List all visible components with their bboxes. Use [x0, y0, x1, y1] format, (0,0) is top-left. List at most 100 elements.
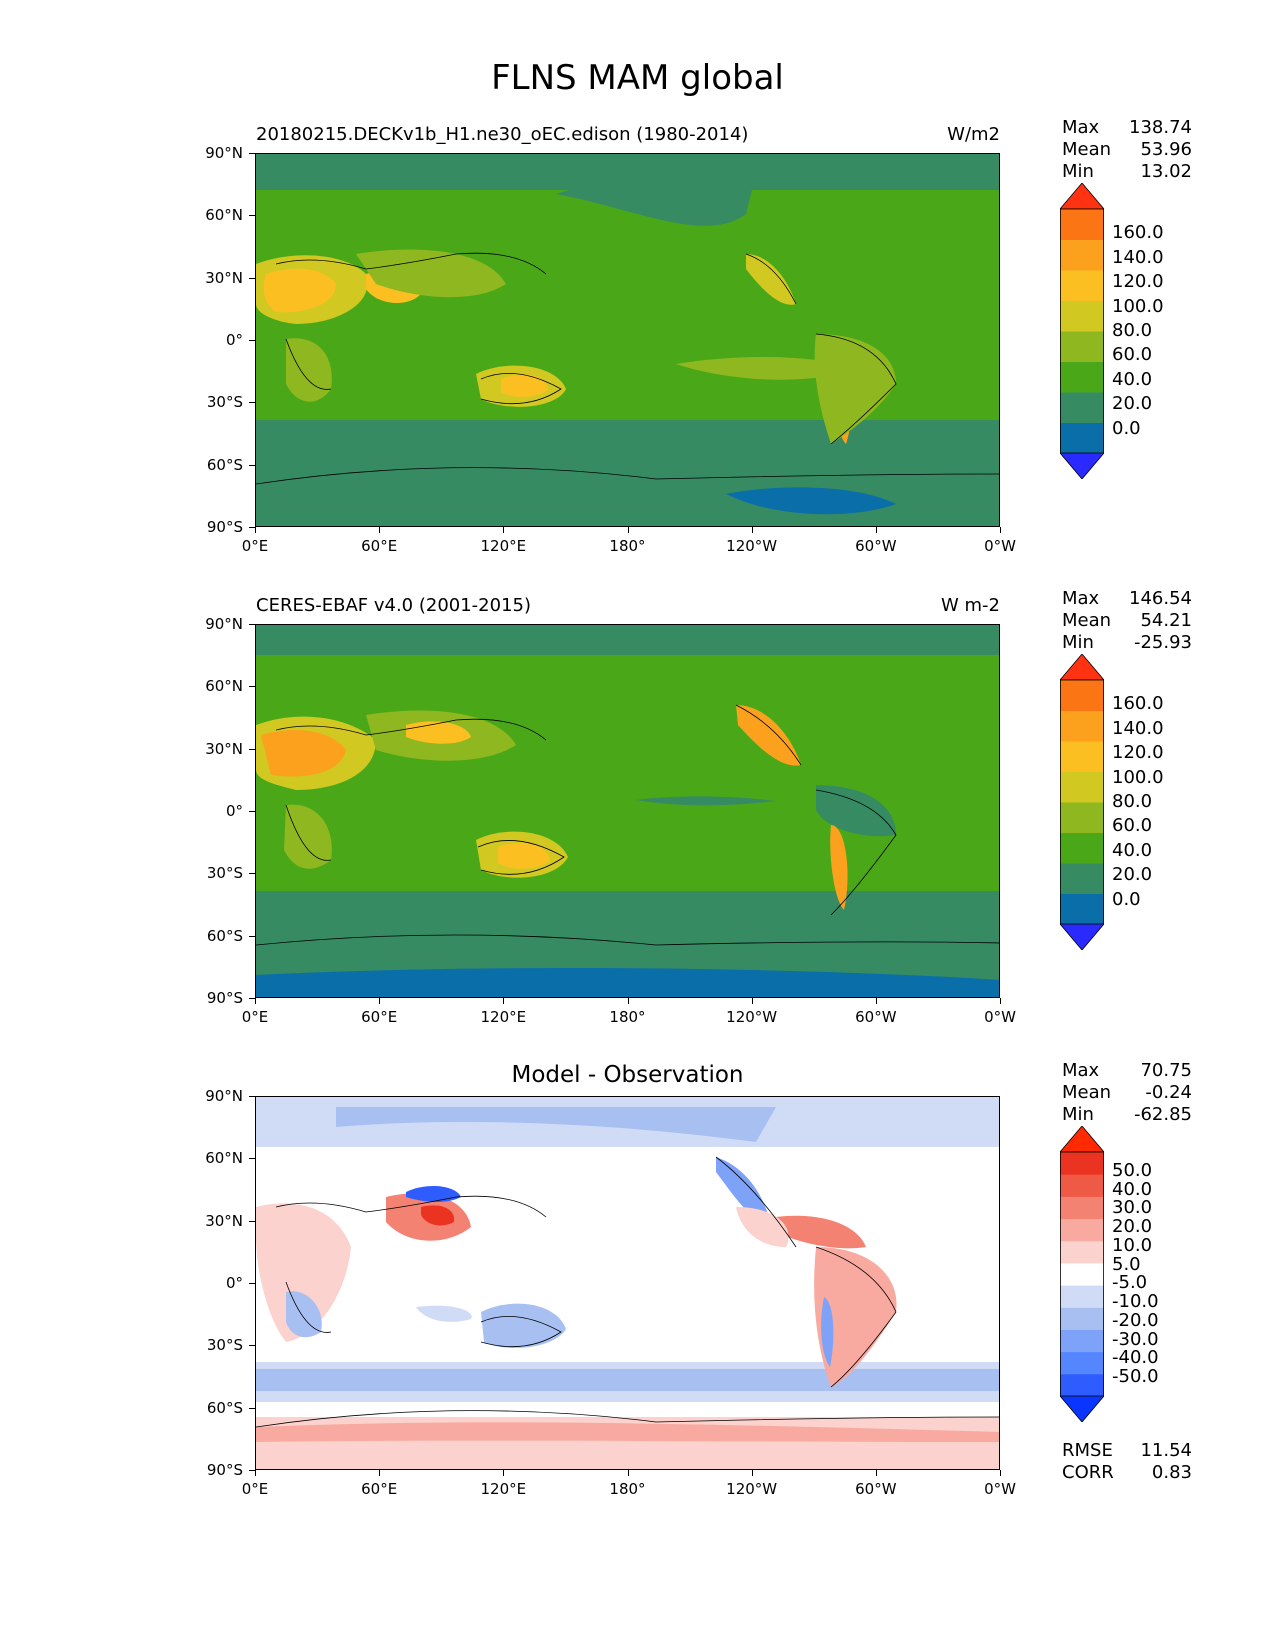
colorbar-label: 60.0 [1112, 344, 1153, 366]
stat-label: Mean [1062, 610, 1112, 631]
colorbar-segment [1060, 1262, 1104, 1286]
y-tick-label: 90°N [205, 615, 243, 633]
stat-row: Min -25.93 [1062, 632, 1192, 654]
observation-map [255, 624, 1000, 998]
colorbar-extend-high [1060, 1126, 1104, 1153]
southern-ocean-band [256, 420, 999, 480]
x-tick-mark [503, 998, 505, 1004]
panel-center-title: Model - Observation [511, 1062, 744, 1088]
x-tick-label: 60°W [855, 1008, 897, 1026]
y-tick-label: 60°N [205, 1149, 243, 1168]
sahara-core [263, 268, 336, 313]
observation-field-map [256, 625, 999, 997]
colorbar-label: 20.0 [1112, 864, 1153, 886]
tibet-zone [406, 1185, 461, 1202]
colorbar-segment [1060, 1329, 1104, 1353]
y-tick-label: 60°S [206, 1398, 243, 1417]
stat-value: 70.75 [1140, 1060, 1192, 1081]
x-tick-label: 120°W [726, 537, 778, 555]
stat-label: Max [1062, 117, 1100, 138]
colorbar-label: -20.0 [1112, 1309, 1159, 1331]
y-tick-label: 90°S [206, 518, 243, 536]
colorbar-segment [1060, 771, 1104, 803]
antarctic-deep [256, 968, 999, 997]
colorbar-label: 140.0 [1112, 246, 1164, 268]
southern-ocean-band [256, 891, 999, 951]
x-tick-mark [627, 1470, 629, 1476]
stat-value: -0.24 [1145, 1082, 1192, 1103]
difference-field-map [256, 1097, 999, 1469]
x-tick-mark [875, 1470, 877, 1476]
arctic-core [336, 1107, 776, 1142]
y-tick-mark [249, 811, 255, 812]
colorbar-label: 120.0 [1112, 742, 1164, 764]
east-pacific-band [636, 796, 776, 806]
x-tick-mark [1000, 998, 1001, 1004]
coastlines [256, 1156, 999, 1428]
south-america-zone [814, 334, 896, 444]
y-tick-mark [249, 527, 255, 528]
y-tick-mark [249, 402, 255, 404]
x-tick-mark [1000, 527, 1001, 533]
x-tick-label: 0°W [984, 1008, 1016, 1026]
colorbar-label: 40.0 [1112, 1178, 1153, 1200]
stat-row: Max 138.74 [1062, 117, 1192, 139]
north-pacific-zone [556, 172, 756, 226]
east-pacific-band [676, 357, 856, 380]
x-tick-label: 120°W [726, 1480, 778, 1498]
y-tick-label: 90°S [206, 989, 243, 1007]
colorbar-label: 120.0 [1112, 271, 1164, 293]
colorbar-label: 30.0 [1112, 1197, 1153, 1219]
andes-zone [830, 825, 848, 910]
colorbar-segment [1060, 361, 1104, 393]
stat-row: Min -62.85 [1062, 1104, 1192, 1126]
mexico-zone [736, 705, 801, 766]
panel-subtitle: 20180215.DECKv1b_H1.ne30_oEC.edison (198… [256, 124, 749, 145]
y-tick-mark [249, 277, 255, 279]
x-tick-label: 60°E [361, 1008, 398, 1026]
x-tick-label: 180° [609, 1480, 646, 1498]
x-tick-mark [379, 998, 381, 1004]
y-tick-label: 30°S [206, 393, 243, 412]
x-tick-label: 120°E [480, 537, 527, 555]
colorbar-label: 100.0 [1112, 295, 1164, 317]
observation-panel: CERES-EBAF v4.0 (2001-2015) W m-2 Max 146… [0, 0, 1275, 1026]
stat-value: 13.02 [1140, 161, 1192, 182]
x-tick-label: 60°W [855, 1480, 897, 1498]
model-panel: 20180215.DECKv1b_H1.ne30_oEC.edison (198… [0, 0, 1275, 555]
southern-ocean-core [256, 1369, 999, 1391]
colorbar-label: 140.0 [1112, 717, 1164, 739]
footer-stat-row: RMSE 11.54 [1062, 1440, 1192, 1462]
andes-cool [821, 1297, 834, 1367]
southern-africa-zone [284, 804, 332, 869]
colorbar-segment [1060, 802, 1104, 833]
east-pacific-warm [736, 1207, 789, 1247]
southern-africa-zone [286, 338, 332, 402]
y-tick-mark [249, 686, 255, 688]
x-tick-mark [255, 998, 256, 1004]
footer-stat-label: RMSE [1062, 1440, 1113, 1461]
figure-title: FLNS MAM global [491, 58, 784, 98]
x-tick-mark [875, 527, 877, 533]
colorbar-label: -10.0 [1112, 1291, 1159, 1313]
y-tick-label: 60°N [205, 206, 243, 225]
x-tick-label: 180° [609, 1008, 646, 1026]
panel-units: W/m2 [947, 124, 1000, 145]
tibet-core [406, 721, 471, 744]
colorbar-label: 10.0 [1112, 1234, 1153, 1256]
south-indian-cool [416, 1305, 472, 1322]
x-tick-label: 60°E [361, 537, 398, 555]
colorbar-label: 5.0 [1112, 1253, 1141, 1275]
x-tick-mark [255, 1470, 256, 1476]
colorbar-label: 160.0 [1112, 693, 1164, 715]
x-tick-mark [751, 1470, 753, 1476]
colorbar-segment [1060, 239, 1104, 271]
y-tick-mark [249, 1345, 255, 1347]
colorbar-segment [1060, 680, 1104, 711]
amazon-zone [816, 785, 896, 837]
x-tick-label: 0°W [984, 537, 1016, 555]
colorbar-segment [1060, 1152, 1104, 1175]
central-america-warm [776, 1215, 866, 1249]
footer-stat-value: 11.54 [1140, 1440, 1192, 1461]
stat-value: -25.93 [1133, 632, 1192, 653]
